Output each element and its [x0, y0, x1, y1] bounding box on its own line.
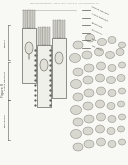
Ellipse shape: [119, 62, 125, 68]
Ellipse shape: [118, 126, 125, 132]
Ellipse shape: [98, 38, 106, 46]
Bar: [23, 10, 24, 28]
Bar: [43, 27, 45, 45]
Text: Efflux: Efflux: [91, 38, 97, 42]
Text: passive: passive: [5, 38, 6, 47]
Text: Figure 8: Figure 8: [1, 83, 5, 97]
Ellipse shape: [117, 75, 125, 82]
Text: Patent Application Publication    May 17, 2012   Sheet 8 of 18    US 2012/012161: Patent Application Publication May 17, 2…: [30, 2, 98, 4]
Ellipse shape: [83, 76, 93, 84]
Bar: [55, 20, 56, 38]
Ellipse shape: [83, 102, 93, 110]
Ellipse shape: [70, 53, 81, 63]
Text: Passive transport: Passive transport: [91, 5, 109, 15]
Bar: [40, 27, 41, 45]
Ellipse shape: [108, 36, 116, 44]
Ellipse shape: [119, 88, 125, 94]
Ellipse shape: [97, 138, 105, 146]
Ellipse shape: [94, 48, 104, 56]
Ellipse shape: [84, 140, 94, 148]
Ellipse shape: [82, 51, 92, 59]
Ellipse shape: [84, 64, 94, 72]
Bar: [32, 10, 33, 28]
Ellipse shape: [73, 93, 83, 101]
Ellipse shape: [108, 89, 116, 97]
Ellipse shape: [97, 87, 105, 95]
Ellipse shape: [25, 42, 33, 54]
Ellipse shape: [71, 130, 82, 138]
Ellipse shape: [84, 115, 94, 123]
Text: Paracellular: Paracellular: [91, 22, 103, 28]
Bar: [38, 27, 39, 45]
Ellipse shape: [119, 42, 125, 48]
Text: Active transport: Active transport: [91, 13, 108, 22]
Bar: [37, 45, 51, 107]
Ellipse shape: [86, 34, 94, 42]
Ellipse shape: [73, 143, 83, 151]
Ellipse shape: [95, 74, 104, 82]
Ellipse shape: [84, 89, 94, 97]
Bar: [45, 27, 46, 45]
Bar: [27, 10, 28, 28]
Ellipse shape: [71, 80, 82, 88]
Bar: [34, 10, 35, 28]
Ellipse shape: [119, 139, 125, 145]
Bar: [22, 28, 36, 83]
Ellipse shape: [71, 105, 82, 115]
Text: active transport: active transport: [5, 72, 6, 90]
Bar: [57, 20, 58, 38]
Bar: [58, 20, 60, 38]
Ellipse shape: [73, 41, 83, 49]
Ellipse shape: [107, 128, 115, 134]
Bar: [47, 27, 48, 45]
Ellipse shape: [40, 59, 48, 71]
Ellipse shape: [108, 115, 116, 122]
Bar: [60, 20, 61, 38]
Ellipse shape: [55, 52, 63, 64]
Text: Gut lumen: Gut lumen: [91, 44, 102, 50]
Ellipse shape: [105, 51, 115, 59]
Bar: [49, 27, 50, 45]
Ellipse shape: [97, 113, 105, 121]
Ellipse shape: [95, 100, 104, 108]
Bar: [28, 10, 30, 28]
Text: Pinocytosis: Pinocytosis: [91, 29, 103, 36]
Ellipse shape: [118, 101, 125, 107]
Ellipse shape: [95, 125, 104, 133]
Bar: [25, 10, 26, 28]
Ellipse shape: [106, 77, 115, 83]
Bar: [30, 10, 31, 28]
Ellipse shape: [108, 141, 116, 148]
Bar: [62, 20, 63, 38]
Bar: [52, 38, 66, 98]
Ellipse shape: [119, 114, 125, 120]
Ellipse shape: [108, 65, 116, 71]
Ellipse shape: [116, 49, 124, 55]
Ellipse shape: [73, 68, 83, 76]
Ellipse shape: [107, 102, 115, 110]
Bar: [42, 27, 43, 45]
Bar: [53, 20, 54, 38]
Ellipse shape: [97, 62, 105, 70]
Bar: [64, 20, 65, 38]
Ellipse shape: [73, 118, 83, 126]
Ellipse shape: [83, 127, 93, 135]
Text: paracellular: paracellular: [5, 113, 6, 127]
